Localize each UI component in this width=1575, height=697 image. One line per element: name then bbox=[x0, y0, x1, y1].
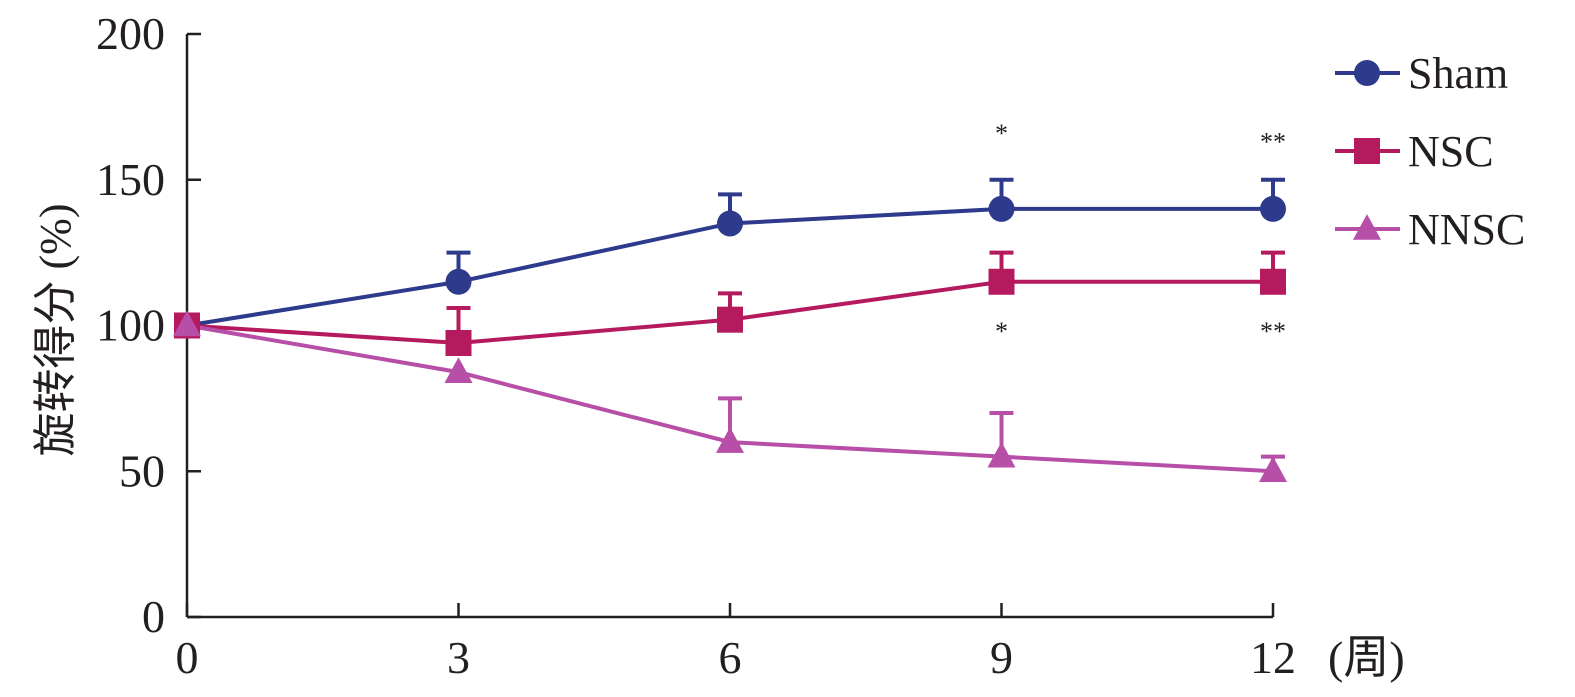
significance-mark: ** bbox=[1260, 317, 1286, 346]
nnsc-point bbox=[444, 357, 473, 383]
y-tick-label: 50 bbox=[119, 445, 165, 496]
x-tick-label: 6 bbox=[719, 632, 742, 683]
x-tick-label: 12 bbox=[1250, 632, 1296, 683]
nnsc-point bbox=[716, 427, 744, 453]
nsc-point bbox=[445, 329, 472, 356]
sham-point bbox=[1260, 195, 1286, 222]
nnsc-point bbox=[987, 441, 1016, 468]
nnsc-point bbox=[173, 310, 201, 337]
x-tick-label: 3 bbox=[447, 632, 470, 683]
nnsc-point bbox=[1259, 456, 1287, 483]
x-tick-label: 0 bbox=[176, 632, 199, 683]
error-bars bbox=[446, 177, 1285, 472]
y-axis-title: 旋转得分 (%) bbox=[31, 204, 80, 457]
x-tick-label: 9 bbox=[990, 632, 1013, 683]
legend-label-nnsc: NNSC bbox=[1408, 205, 1525, 254]
legend-marker-nnsc bbox=[1353, 214, 1381, 240]
y-tick-label: 100 bbox=[96, 300, 165, 351]
y-tick-label: 200 bbox=[96, 8, 165, 59]
nsc-point bbox=[1260, 268, 1286, 295]
significance-mark: ** bbox=[1260, 128, 1286, 157]
nsc-point bbox=[988, 268, 1015, 295]
y-tick-label: 0 bbox=[142, 591, 165, 642]
legend-marker-sham bbox=[1354, 60, 1380, 86]
significance-mark: * bbox=[995, 119, 1008, 148]
x-axis-unit: (周) bbox=[1328, 632, 1405, 683]
sham-point bbox=[988, 195, 1015, 222]
legend-label-sham: Sham bbox=[1408, 49, 1508, 98]
legend: Sham NSC NNSC bbox=[1335, 49, 1525, 254]
significance-annotations: * *** ** bbox=[995, 119, 1286, 346]
nsc-point bbox=[717, 306, 743, 333]
data-markers bbox=[173, 195, 1287, 483]
legend-marker-nsc bbox=[1354, 138, 1380, 164]
significance-mark: * bbox=[995, 317, 1008, 346]
y-tick-label: 150 bbox=[96, 154, 165, 205]
axes: 0 50 100 150 200 0 3 6 9 12 bbox=[96, 8, 1296, 683]
sham-point bbox=[445, 268, 472, 295]
sham-point bbox=[717, 210, 743, 237]
legend-label-nsc: NSC bbox=[1408, 127, 1494, 176]
